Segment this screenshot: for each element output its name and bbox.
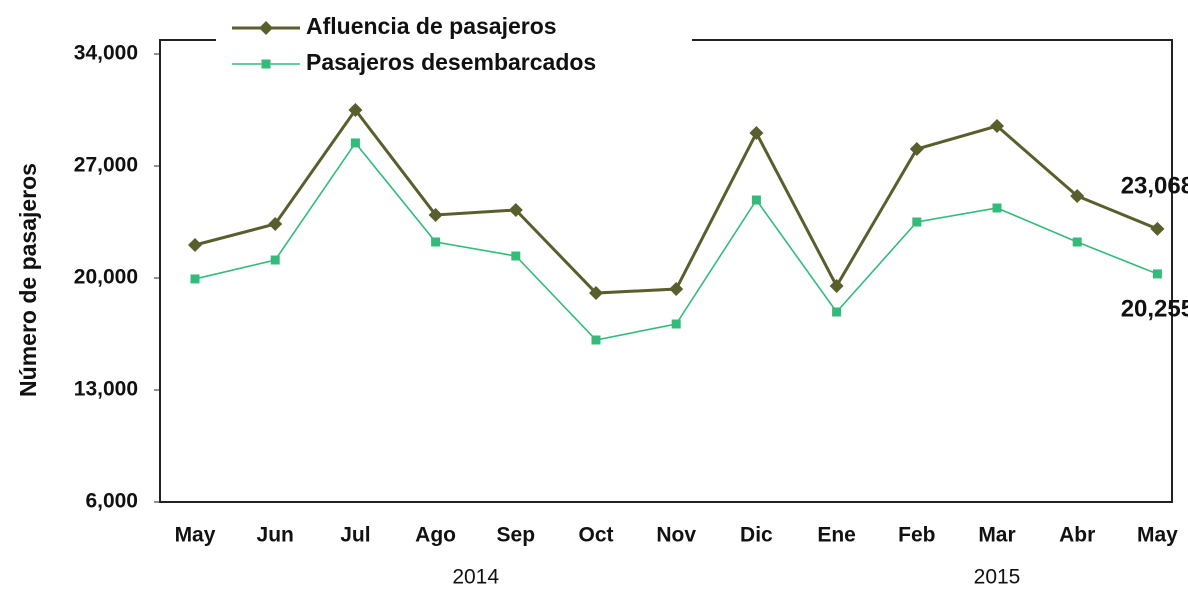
marker [992, 203, 1002, 213]
x-tick-label: Jun [257, 524, 294, 547]
data-label: 23,068 [1121, 172, 1188, 199]
marker [259, 21, 273, 35]
y-axis-label: Número de pasajeros [15, 163, 41, 397]
marker [990, 119, 1004, 133]
y-tick-label: 27,000 [74, 154, 138, 177]
marker [832, 307, 842, 317]
x-tick-label: Ago [415, 524, 456, 547]
y-tick-label: 13,000 [74, 378, 138, 401]
marker [348, 103, 363, 117]
marker [1150, 221, 1165, 236]
x-tick-label: Sep [497, 524, 536, 547]
marker [270, 255, 280, 265]
y-tick-label: 20,000 [74, 266, 138, 289]
marker [671, 319, 681, 329]
x-tick-label: Oct [578, 524, 613, 547]
marker [431, 237, 441, 247]
marker [1070, 189, 1085, 203]
year-label: 2015 [974, 566, 1021, 589]
x-tick-label: Ene [817, 524, 856, 547]
x-tick-label: Feb [898, 524, 935, 547]
marker [508, 203, 523, 217]
marker [428, 207, 443, 222]
marker [749, 126, 764, 141]
marker [909, 142, 924, 157]
marker [190, 274, 200, 284]
marker [1072, 237, 1082, 247]
data-label: 20,255 [1121, 295, 1188, 322]
legend-label: Pasajeros desembarcados [306, 49, 596, 75]
year-label: 2014 [452, 566, 499, 589]
y-tick-label: 34,000 [74, 42, 138, 65]
marker [261, 59, 271, 69]
marker [511, 251, 521, 261]
marker [350, 138, 360, 148]
legend-label: Afluencia de pasajeros [306, 13, 557, 39]
x-tick-label: Abr [1059, 524, 1095, 547]
marker [912, 217, 922, 227]
marker [829, 279, 844, 293]
x-tick-label: May [1137, 524, 1178, 547]
marker [188, 237, 202, 252]
x-tick-label: Mar [978, 524, 1015, 547]
marker [751, 195, 761, 205]
marker [268, 217, 283, 231]
x-tick-label: Jul [340, 524, 370, 547]
marker [1152, 269, 1162, 279]
marker [669, 282, 684, 297]
marker [591, 335, 601, 345]
legend-box [216, 8, 692, 84]
x-tick-label: Dic [740, 524, 773, 547]
x-tick-label: May [175, 524, 216, 547]
x-tick-label: Nov [656, 524, 696, 547]
plot-frame [159, 39, 1173, 503]
marker [589, 286, 603, 301]
y-tick-label: 6,000 [85, 490, 138, 513]
